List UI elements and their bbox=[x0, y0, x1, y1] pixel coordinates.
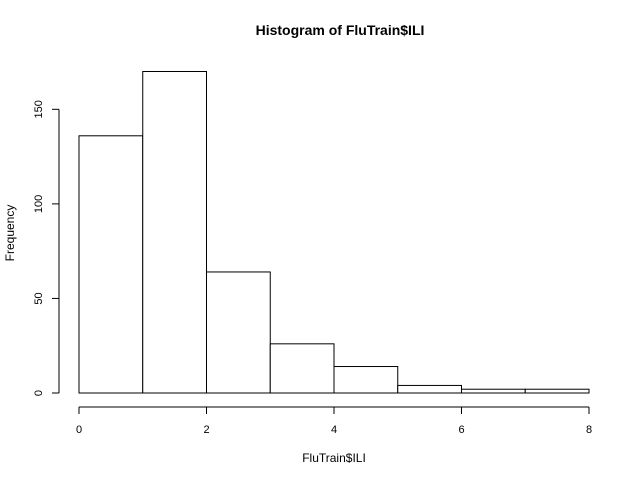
histogram-bar bbox=[333, 366, 399, 394]
histogram-bar bbox=[461, 388, 526, 394]
y-axis: 0 50 100 150 bbox=[33, 100, 60, 396]
y-tick-label: 50 bbox=[33, 292, 45, 304]
x-axis-label: FluTrain$ILI bbox=[302, 451, 366, 465]
x-tick-label: 6 bbox=[458, 424, 464, 436]
histogram-bar bbox=[78, 135, 144, 394]
y-tick-label: 150 bbox=[33, 100, 45, 118]
x-tick-label: 0 bbox=[76, 424, 82, 436]
chart-title: Histogram of FluTrain$ILI bbox=[256, 22, 425, 38]
y-tick-label: 100 bbox=[33, 195, 45, 213]
x-tick-label: 8 bbox=[586, 424, 592, 436]
y-axis-label: Frequency bbox=[3, 205, 17, 262]
bars-group bbox=[78, 71, 590, 394]
histogram-bar bbox=[142, 71, 207, 394]
x-tick-label: 4 bbox=[331, 424, 337, 436]
histogram-bar bbox=[206, 271, 271, 394]
histogram-bar bbox=[269, 343, 335, 394]
y-tick-label: 0 bbox=[33, 390, 45, 396]
x-tick-label: 2 bbox=[203, 424, 209, 436]
histogram-bar bbox=[524, 388, 590, 394]
histogram-bar bbox=[397, 384, 462, 394]
x-axis: 0 2 4 6 8 bbox=[76, 406, 592, 436]
